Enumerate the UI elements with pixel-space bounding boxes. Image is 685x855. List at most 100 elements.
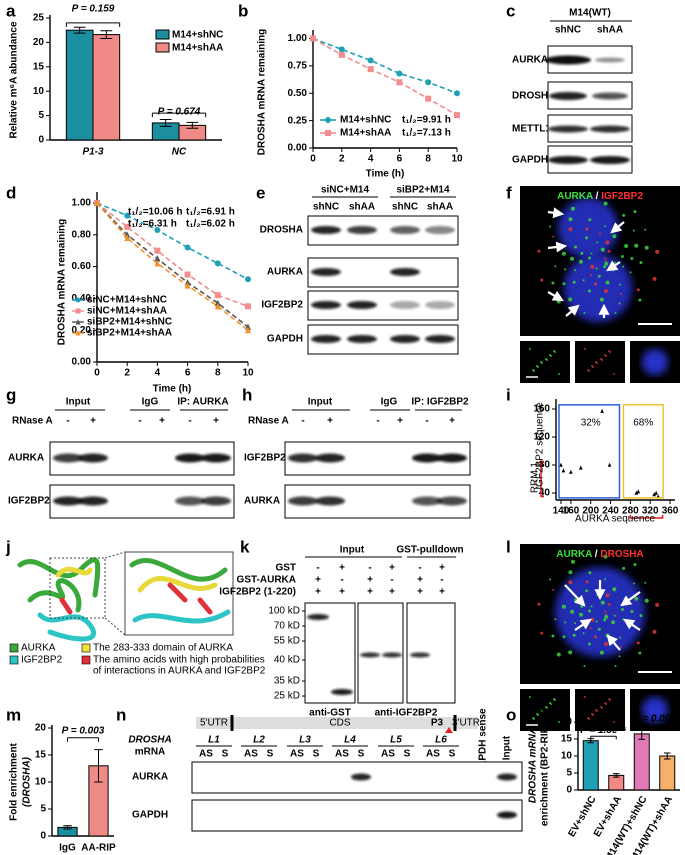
point bbox=[184, 271, 191, 278]
series-line bbox=[96, 202, 249, 328]
lane-label: shAA bbox=[597, 25, 623, 36]
nucleus bbox=[642, 349, 668, 375]
series-line bbox=[312, 37, 458, 116]
arrow bbox=[565, 304, 580, 317]
point bbox=[124, 234, 131, 241]
annotation: P = 0.003 bbox=[62, 725, 105, 736]
title-part: / bbox=[593, 191, 601, 202]
point bbox=[124, 223, 131, 230]
point bbox=[636, 489, 641, 494]
region-box bbox=[622, 404, 664, 499]
group-label: IgG bbox=[381, 397, 398, 408]
y-axis-label: IGF2BP2 sequence bbox=[535, 402, 546, 490]
row-label: METTL14 bbox=[512, 124, 557, 135]
error-bar bbox=[612, 773, 620, 778]
blot-band bbox=[347, 335, 377, 343]
signal-dot bbox=[529, 348, 531, 350]
signal-dot bbox=[574, 245, 578, 249]
legend-marker bbox=[325, 117, 331, 123]
arrow bbox=[623, 618, 641, 631]
signal-dot bbox=[590, 627, 592, 630]
blot-band bbox=[437, 453, 467, 463]
signal-dot bbox=[605, 593, 610, 598]
legend-label: M14+shAA bbox=[172, 43, 223, 54]
sign: + bbox=[389, 587, 395, 598]
region-label: 3'UTR bbox=[452, 718, 480, 729]
signal-dot bbox=[532, 369, 534, 371]
zoom-box bbox=[49, 557, 106, 619]
group-label: Input bbox=[340, 545, 365, 556]
signal-dot bbox=[597, 274, 601, 278]
signal-dot bbox=[568, 217, 573, 222]
point bbox=[454, 90, 460, 97]
blot-band bbox=[78, 496, 108, 506]
x-tick-label: 4 bbox=[368, 154, 374, 165]
signal-dot bbox=[612, 587, 617, 592]
signal-dot bbox=[540, 361, 542, 363]
blot-band bbox=[307, 614, 329, 620]
point bbox=[154, 226, 161, 233]
sign: - bbox=[390, 575, 393, 586]
point bbox=[94, 199, 100, 206]
signal-dot bbox=[540, 709, 542, 711]
signal-dot bbox=[604, 261, 609, 266]
annotation: P = 0.004 bbox=[633, 713, 676, 724]
signal-dot bbox=[590, 252, 593, 255]
x-tick-label: 320 bbox=[642, 506, 659, 517]
legend-label: M14+shNC bbox=[172, 30, 223, 41]
signal-dot bbox=[582, 279, 585, 282]
signal-dot bbox=[553, 350, 555, 352]
signal-dot bbox=[644, 598, 649, 603]
lane-label: shNC bbox=[313, 202, 339, 213]
blot-band bbox=[288, 496, 318, 506]
point bbox=[569, 469, 573, 474]
point bbox=[154, 255, 161, 262]
y-axis-label: Relative m⁶A abundance bbox=[9, 21, 20, 138]
y-tick-label: 10 bbox=[35, 777, 47, 788]
signal-dot bbox=[613, 614, 616, 617]
signal-dot bbox=[537, 249, 541, 253]
sign: + bbox=[213, 416, 219, 427]
point bbox=[396, 79, 403, 86]
point bbox=[425, 79, 432, 86]
signal-dot bbox=[619, 283, 622, 286]
region-label: 68% bbox=[633, 418, 653, 429]
legend-label: The 283-333 domain of AURKA bbox=[93, 643, 233, 654]
blot-antibody: anti-GST bbox=[309, 708, 351, 719]
blot-band bbox=[412, 496, 442, 506]
row-label: GAPDH bbox=[132, 810, 168, 821]
sign: - bbox=[440, 575, 443, 586]
signal-dot bbox=[600, 706, 602, 708]
ribbon bbox=[167, 582, 213, 615]
signal-dot bbox=[605, 613, 607, 615]
x-tick-label: 6 bbox=[397, 154, 403, 165]
blot-band bbox=[53, 453, 83, 463]
arrow bbox=[620, 591, 641, 607]
arrow bbox=[610, 221, 625, 234]
signal-dot bbox=[620, 645, 622, 648]
point bbox=[600, 408, 604, 413]
point bbox=[214, 260, 221, 267]
signal-dot bbox=[630, 609, 634, 613]
signal-dot bbox=[568, 580, 573, 585]
region-box bbox=[558, 404, 621, 499]
signal-dot bbox=[593, 282, 597, 286]
group-label: IP: AURKA bbox=[177, 397, 228, 408]
sign: - bbox=[316, 563, 319, 574]
blot-band bbox=[311, 335, 341, 343]
input-label: Input bbox=[502, 735, 513, 760]
signal-dot bbox=[618, 302, 621, 305]
channel-image bbox=[520, 341, 570, 383]
signal-dot bbox=[582, 632, 585, 635]
legend-marker bbox=[75, 308, 81, 314]
bar bbox=[65, 29, 94, 141]
series-line bbox=[96, 202, 249, 308]
strand-label: S bbox=[358, 749, 365, 760]
signal-dot bbox=[584, 348, 586, 350]
blot-band bbox=[425, 335, 455, 343]
legend-swatch bbox=[81, 643, 91, 653]
x-tick-label: P1-3 bbox=[82, 147, 104, 158]
legend-label: siBP2+M14+shAA bbox=[87, 328, 172, 339]
signal-dot bbox=[611, 620, 616, 625]
